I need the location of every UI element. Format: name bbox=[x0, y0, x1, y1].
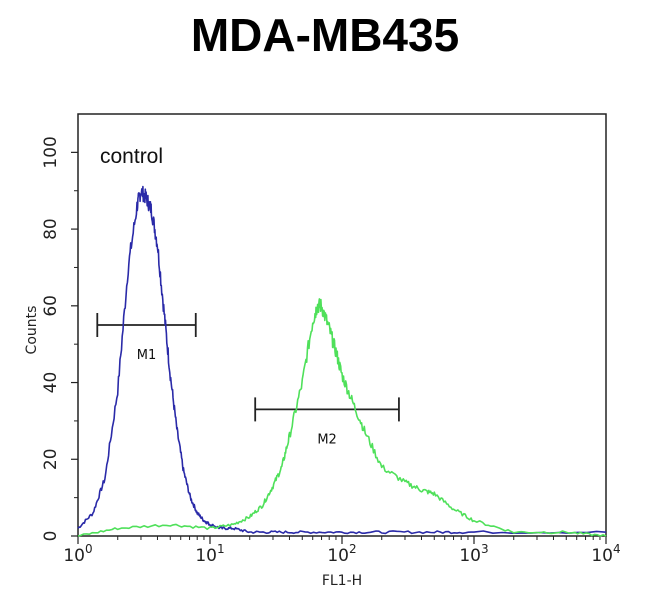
y-tick-label: 80 bbox=[41, 218, 61, 240]
series-line-sample bbox=[77, 298, 607, 537]
x-tick-label: 101 bbox=[195, 542, 224, 566]
y-tick-label: 0 bbox=[41, 531, 61, 542]
gate-label: M1 bbox=[137, 348, 157, 363]
y-axis-label: Counts bbox=[24, 306, 40, 355]
chart-title: MDA-MB435 bbox=[190, 9, 460, 61]
x-tick-label: 104 bbox=[591, 542, 620, 566]
series-line-control bbox=[77, 185, 607, 535]
y-tick-label: 20 bbox=[41, 448, 61, 470]
control-annotation: control bbox=[100, 145, 163, 168]
x-tick-label: 102 bbox=[327, 542, 356, 566]
y-tick-label: 40 bbox=[41, 372, 61, 394]
x-axis-label: FL1-H bbox=[322, 573, 362, 589]
x-tick-label: 100 bbox=[63, 542, 92, 566]
gate-marker-m1: M1 bbox=[96, 313, 197, 363]
y-tick-label: 60 bbox=[41, 295, 61, 317]
y-tick-label: 100 bbox=[41, 136, 61, 168]
gate-marker-m2: M2 bbox=[254, 397, 400, 447]
gate-label: M2 bbox=[317, 432, 337, 447]
x-tick-label: 103 bbox=[459, 542, 488, 566]
